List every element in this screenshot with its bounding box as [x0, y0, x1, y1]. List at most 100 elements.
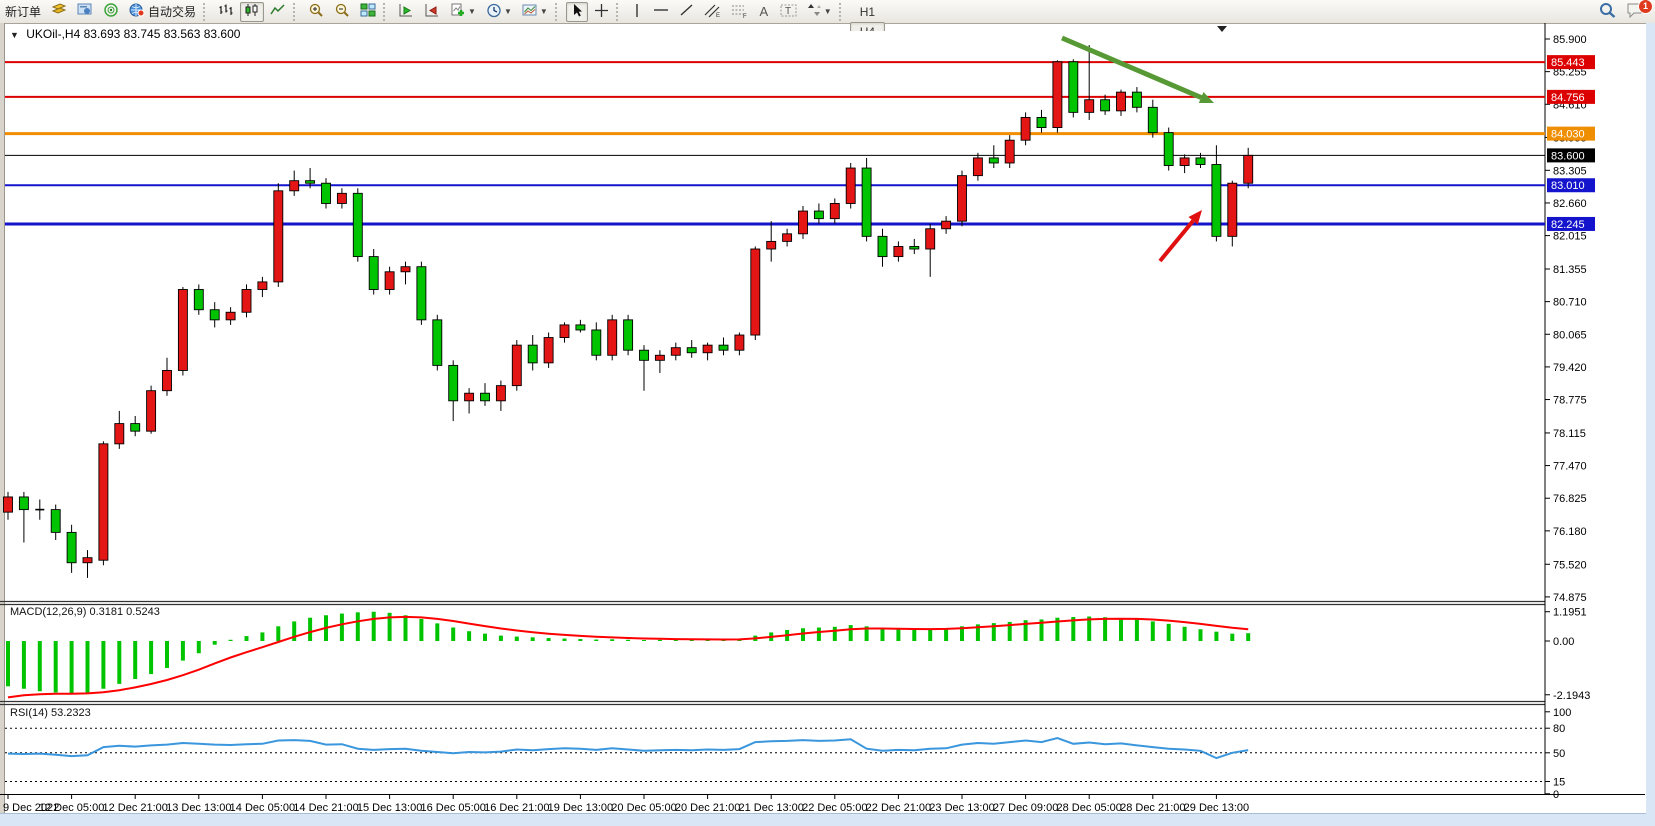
time-tick-label: 14 Dec 21:00	[293, 802, 358, 814]
tile-windows-button[interactable]	[356, 2, 380, 22]
zoom-in-button[interactable]	[304, 2, 328, 22]
search-icon	[1599, 2, 1616, 21]
time-tick-label: 20 Dec 21:00	[675, 802, 740, 814]
toolbar-separator	[203, 2, 211, 21]
red-trend-arrow-head[interactable]	[1188, 210, 1202, 225]
price-line-badge	[1547, 126, 1595, 141]
auto-trading-button[interactable]: 自动交易	[125, 2, 200, 22]
bear-candle	[686, 347, 697, 354]
bear-candle	[639, 349, 649, 361]
new-order-button[interactable]: 新订单	[1, 2, 45, 22]
price-line-badge-label: 85.443	[1551, 57, 1585, 69]
arrows-tool-button[interactable]: ▼	[803, 2, 836, 22]
time-tick-label: 9 Dec 2022	[3, 802, 59, 814]
bull-candle	[384, 271, 395, 290]
horizontal-line-tool-button[interactable]	[649, 2, 673, 22]
trendline-icon	[679, 3, 694, 20]
periods-button[interactable]: ▼	[482, 2, 516, 22]
dropdown-arrow-icon: ▼	[468, 7, 476, 16]
zoom-out-button[interactable]	[330, 2, 354, 22]
trendline-tool-button[interactable]	[675, 2, 698, 22]
svg-text:T: T	[785, 6, 791, 17]
price-tick-label: 81.355	[1553, 264, 1587, 276]
search-button[interactable]	[1595, 2, 1620, 22]
bull-candle	[1020, 116, 1031, 141]
channel-tool-button[interactable]: E	[700, 2, 725, 22]
bear-candle	[193, 289, 204, 311]
dropdown-arrow-icon: ▼	[503, 7, 512, 16]
time-tick-label: 13 Dec 13:00	[166, 802, 231, 814]
auto-scroll-button[interactable]	[394, 2, 418, 22]
price-line-badge-label: 82.245	[1551, 219, 1585, 231]
bull-candle	[336, 192, 347, 204]
chart-shift-button[interactable]	[420, 2, 444, 22]
rsi-indicator-label: RSI(14) 53.2323	[10, 707, 91, 719]
price-tick-label: 79.420	[1553, 362, 1587, 374]
auto-trading-label: 自动交易	[148, 5, 197, 19]
bull-candle	[1179, 157, 1190, 166]
main-price-pane[interactable]	[5, 31, 1545, 599]
collapse-triangle-icon[interactable]: ▼	[10, 30, 19, 40]
price-tick-label: 75.520	[1553, 559, 1587, 571]
fibonacci-tool-button[interactable]: F	[727, 2, 752, 22]
rsi-tick-label: 15	[1553, 777, 1565, 789]
vertical-line-tool-button[interactable]	[627, 2, 647, 22]
market-watch-button[interactable]	[47, 2, 71, 22]
price-tick-label: 80.710	[1553, 297, 1587, 309]
market-watch-icon	[51, 3, 67, 20]
price-line-badge-label: 83.010	[1551, 180, 1585, 192]
macd-signal-line	[7, 615, 1249, 699]
notifications-button[interactable]: 1	[1622, 0, 1653, 22]
bear-candle	[1100, 99, 1111, 112]
rsi-tick-label: 80	[1553, 723, 1565, 735]
rsi-tick-label: 0	[1553, 789, 1559, 801]
price-line-badge	[1547, 216, 1595, 231]
time-tick-label: 12 Dec 21:00	[102, 802, 167, 814]
time-tick-label: 21 Dec 13:00	[738, 802, 803, 814]
rsi-tick-label: 50	[1553, 748, 1565, 760]
green-trend-arrow[interactable]	[1061, 35, 1203, 100]
green-trend-arrow-head[interactable]	[1198, 91, 1214, 104]
navigator-icon	[77, 3, 93, 20]
bull-candle	[162, 370, 172, 392]
signals-button[interactable]	[99, 2, 123, 22]
bull-candle	[1084, 99, 1095, 113]
text-tool-button[interactable]: A	[754, 2, 774, 22]
bull-candle	[464, 392, 475, 402]
new-order-label: 新订单	[5, 5, 42, 19]
price-tick-label: 85.900	[1553, 34, 1587, 46]
crosshair-tool-button[interactable]	[590, 2, 613, 22]
cursor-tool-button[interactable]	[565, 1, 588, 22]
add-indicator-button[interactable]: ▼	[446, 2, 480, 22]
bull-candle	[3, 496, 13, 513]
notification-badge: 1	[1638, 0, 1653, 14]
bar-chart-button[interactable]	[214, 2, 238, 22]
candlestick-chart-button[interactable]	[240, 1, 265, 22]
chart-shift-marker[interactable]	[1217, 26, 1227, 32]
fibonacci-icon: F	[731, 3, 748, 21]
bull-candle	[829, 203, 840, 220]
price-tick-label: 83.305	[1553, 165, 1587, 177]
horizontal-line-icon	[653, 3, 669, 20]
timeframe-h1-button[interactable]: H1	[859, 4, 876, 19]
bear-candle	[988, 157, 999, 164]
price-line-badge-label: 84.756	[1551, 92, 1585, 104]
bear-candle	[813, 210, 824, 220]
line-chart-button[interactable]	[266, 2, 290, 22]
bear-candle	[575, 324, 586, 331]
bull-candle	[241, 289, 252, 313]
bear-candle	[718, 344, 729, 351]
window-right-edge	[1646, 23, 1655, 825]
price-line-badge	[1547, 89, 1595, 104]
templates-button[interactable]: ▼	[518, 2, 552, 22]
bull-candle	[957, 175, 967, 222]
label-tool-button[interactable]: T	[776, 2, 801, 22]
chart-canvas[interactable]: 85.90085.25584.61083.95583.30582.66082.0…	[0, 23, 1655, 825]
red-trend-arrow[interactable]	[1158, 219, 1195, 263]
candlestick-chart-icon	[244, 3, 260, 20]
zoom-out-icon	[334, 3, 350, 21]
bear-candle	[1131, 91, 1142, 108]
channel-icon: E	[704, 3, 721, 21]
navigator-button[interactable]	[73, 2, 97, 22]
line-chart-icon	[270, 3, 286, 20]
